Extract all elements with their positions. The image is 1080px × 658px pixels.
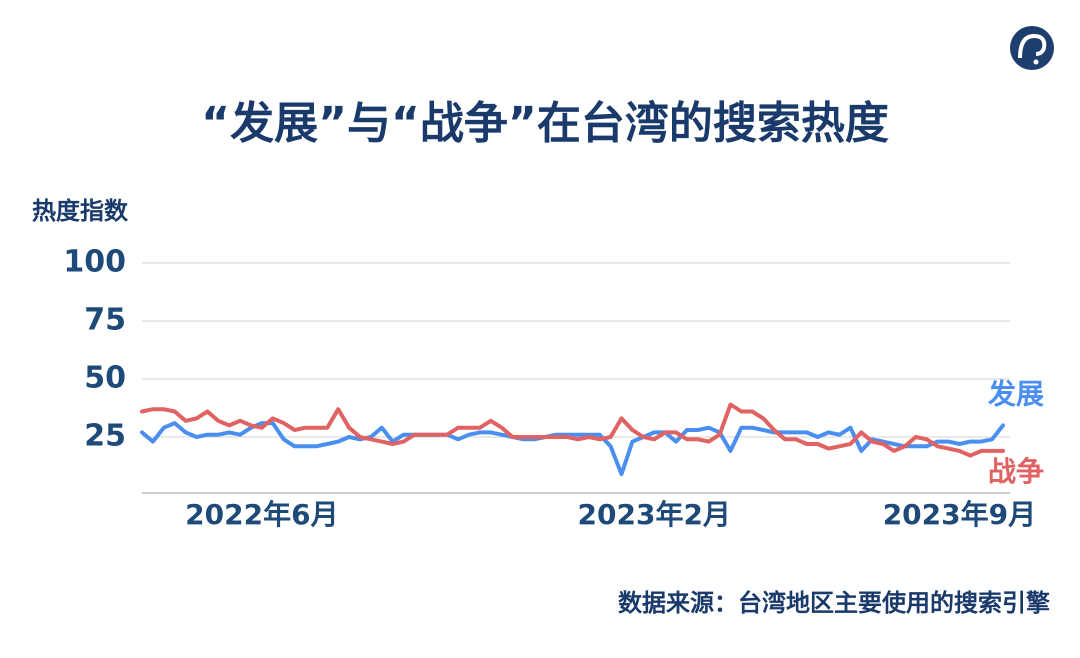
source-note: 数据来源：台湾地区主要使用的搜索引擎: [618, 589, 1050, 617]
logo: [1010, 26, 1054, 70]
y-tick-label: 75: [84, 303, 126, 338]
y-tick-label: 50: [84, 361, 126, 396]
x-tick-label: 2023年2月: [578, 498, 731, 531]
legend-label: 发展: [987, 377, 1044, 410]
x-tick-label: 2023年9月: [883, 498, 1036, 531]
y-tick-label: 25: [84, 419, 126, 454]
chart-title: “发展”与“战争”在台湾的搜索热度: [201, 98, 889, 149]
series-line: [140, 402, 1005, 458]
y-tick-label: 100: [63, 245, 126, 280]
y-axis-label: 热度指数: [32, 197, 129, 225]
legend-label: 战争: [988, 455, 1044, 488]
x-tick-label: 2022年6月: [185, 498, 338, 531]
series-line: [140, 421, 1005, 477]
